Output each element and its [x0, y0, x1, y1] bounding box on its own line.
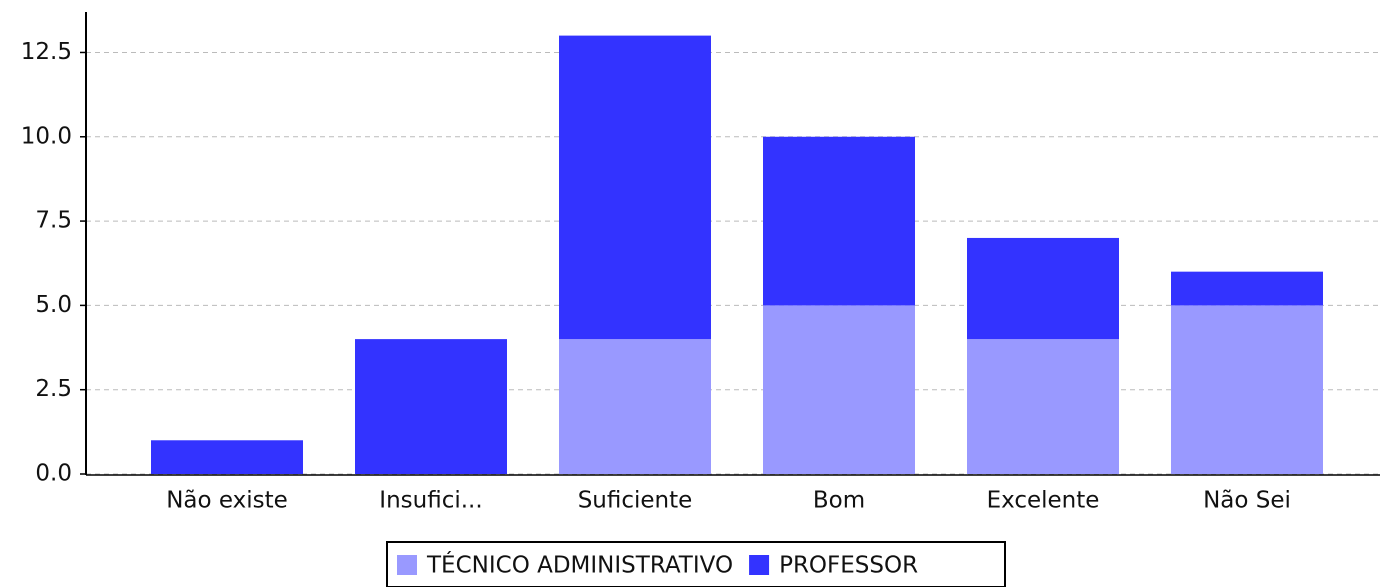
- bar-segment: [763, 305, 915, 474]
- y-tick-label: 2.5: [35, 376, 72, 402]
- legend-box: [386, 541, 1006, 587]
- bar-segment: [763, 136, 915, 306]
- bar-segment: [355, 339, 507, 474]
- x-tick-label: Insufici...: [379, 488, 482, 514]
- bar-segment: [151, 440, 303, 474]
- x-tick-label: Não Sei: [1203, 488, 1291, 514]
- legend-label: TÉCNICO ADMINISTRATIVO: [426, 551, 733, 579]
- y-tick-label: 7.5: [35, 208, 72, 234]
- x-tick-label: Bom: [813, 488, 865, 514]
- x-tick-label: Não existe: [166, 488, 288, 514]
- bar-segment: [967, 237, 1119, 340]
- y-tick-label: 5.0: [35, 292, 72, 318]
- legend-label: PROFESSOR: [779, 553, 918, 579]
- x-tick-label: Suficiente: [578, 488, 693, 514]
- bar-segment: [559, 339, 711, 474]
- bar-segment: [1171, 305, 1323, 474]
- bar-segment: [1171, 271, 1323, 306]
- bars: [151, 35, 1323, 474]
- x-tick-label: Excelente: [987, 488, 1100, 514]
- legend-swatch: [749, 555, 770, 575]
- legend-swatch: [397, 555, 417, 575]
- y-tick-label: 12.5: [21, 39, 72, 65]
- bar-segment: [967, 339, 1119, 474]
- y-tick-label: 10.0: [21, 123, 72, 149]
- bar-segment: [559, 35, 711, 340]
- y-tick-label: 0.0: [35, 461, 72, 487]
